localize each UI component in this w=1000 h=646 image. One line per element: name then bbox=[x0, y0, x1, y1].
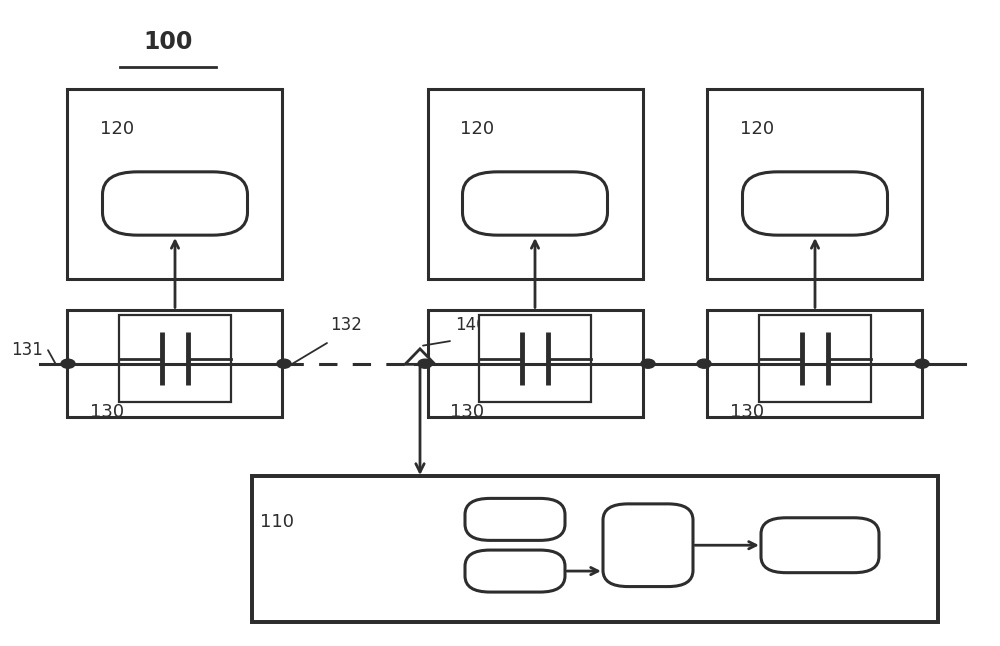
Polygon shape bbox=[405, 349, 435, 364]
Bar bbox=[707, 311, 922, 417]
Bar bbox=[428, 311, 643, 417]
Text: 100: 100 bbox=[143, 30, 193, 54]
Bar bbox=[67, 89, 282, 279]
Text: 111: 111 bbox=[632, 536, 664, 554]
Circle shape bbox=[697, 359, 711, 368]
Text: 123: 123 bbox=[159, 194, 191, 213]
Bar bbox=[119, 315, 231, 402]
Text: 120: 120 bbox=[100, 120, 134, 138]
Text: 132: 132 bbox=[330, 316, 362, 334]
Text: 130: 130 bbox=[90, 403, 124, 421]
Circle shape bbox=[915, 359, 929, 368]
Bar bbox=[707, 89, 922, 279]
Bar bbox=[428, 89, 643, 279]
Text: 123: 123 bbox=[799, 194, 831, 213]
Text: 112: 112 bbox=[804, 536, 836, 554]
Text: 130: 130 bbox=[730, 403, 764, 421]
Text: 114: 114 bbox=[499, 510, 531, 528]
Text: 113: 113 bbox=[499, 562, 531, 580]
Text: 131: 131 bbox=[11, 341, 43, 359]
Text: 123: 123 bbox=[519, 194, 551, 213]
FancyBboxPatch shape bbox=[465, 550, 565, 592]
Text: 120: 120 bbox=[460, 120, 494, 138]
FancyBboxPatch shape bbox=[603, 504, 693, 587]
Text: 130: 130 bbox=[450, 403, 484, 421]
Circle shape bbox=[418, 359, 432, 368]
FancyBboxPatch shape bbox=[462, 172, 608, 235]
Circle shape bbox=[641, 359, 655, 368]
Circle shape bbox=[277, 359, 291, 368]
Circle shape bbox=[61, 359, 75, 368]
Text: 120: 120 bbox=[740, 120, 774, 138]
Text: 140: 140 bbox=[455, 316, 487, 334]
FancyBboxPatch shape bbox=[465, 499, 565, 540]
FancyBboxPatch shape bbox=[742, 172, 888, 235]
Bar bbox=[479, 315, 591, 402]
Text: 110: 110 bbox=[260, 513, 294, 531]
Bar bbox=[759, 315, 871, 402]
FancyBboxPatch shape bbox=[761, 518, 879, 573]
Bar bbox=[67, 311, 282, 417]
Bar bbox=[252, 477, 938, 621]
FancyBboxPatch shape bbox=[103, 172, 248, 235]
